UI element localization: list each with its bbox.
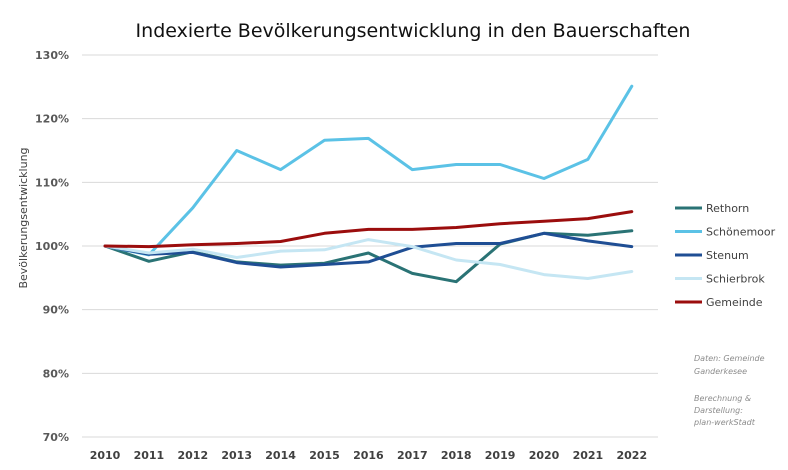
legend-label: Gemeinde bbox=[706, 296, 763, 309]
chart-title: Indexierte Bevölkerungsentwicklung in de… bbox=[136, 20, 691, 42]
x-tick-label: 2018 bbox=[441, 449, 472, 462]
y-tick-label: 70% bbox=[43, 431, 69, 444]
x-tick-label: 2010 bbox=[90, 449, 121, 462]
x-tick-label: 2020 bbox=[529, 449, 560, 462]
series-line-schierbrok bbox=[103, 238, 634, 280]
legend-label: Stenum bbox=[706, 249, 749, 262]
x-axis-ticks: 2010 2011 2012 2013 2014 2015 2016 2017 2018 2019… bbox=[90, 449, 647, 462]
legend-label: Rethorn bbox=[706, 202, 749, 215]
y-axis-label: Bevölkerungsentwicklung bbox=[17, 147, 30, 288]
y-tick-label: 110% bbox=[35, 176, 69, 189]
x-tick-label: 2014 bbox=[265, 449, 296, 462]
y-tick-label: 100% bbox=[35, 240, 69, 253]
note-credits: Berechnung & Darstellung: plan-werkStadt bbox=[693, 394, 756, 427]
series-line-stenum bbox=[103, 231, 634, 269]
x-tick-label: 2017 bbox=[397, 449, 428, 462]
series-line-schönemoor bbox=[103, 84, 634, 257]
y-tick-label: 80% bbox=[43, 367, 69, 380]
y-tick-label: 130% bbox=[35, 49, 69, 62]
x-tick-label: 2021 bbox=[573, 449, 604, 462]
x-tick-label: 2012 bbox=[177, 449, 208, 462]
x-tick-label: 2016 bbox=[353, 449, 384, 462]
note-data-source: Daten: Gemeinde Ganderkesee bbox=[694, 354, 767, 376]
x-tick-label: 2013 bbox=[221, 449, 252, 462]
source-notes: Daten: Gemeinde Ganderkesee Berechnung &… bbox=[693, 354, 767, 427]
series-line-gemeinde bbox=[103, 210, 634, 249]
legend: Rethorn Schönemoor Stenum Schierbrok Gemeind… bbox=[675, 202, 776, 309]
x-tick-label: 2022 bbox=[616, 449, 647, 462]
x-tick-label: 2019 bbox=[485, 449, 516, 462]
legend-label: Schierbrok bbox=[706, 273, 765, 286]
y-axis-ticks: 70% 80% 90% 100% 110% 120% 130% bbox=[35, 49, 69, 444]
legend-label: Schönemoor bbox=[706, 226, 776, 239]
y-tick-label: 90% bbox=[43, 304, 69, 317]
y-tick-label: 120% bbox=[35, 113, 69, 126]
x-tick-label: 2011 bbox=[134, 449, 165, 462]
series-lines bbox=[103, 84, 634, 284]
x-tick-label: 2015 bbox=[309, 449, 340, 462]
